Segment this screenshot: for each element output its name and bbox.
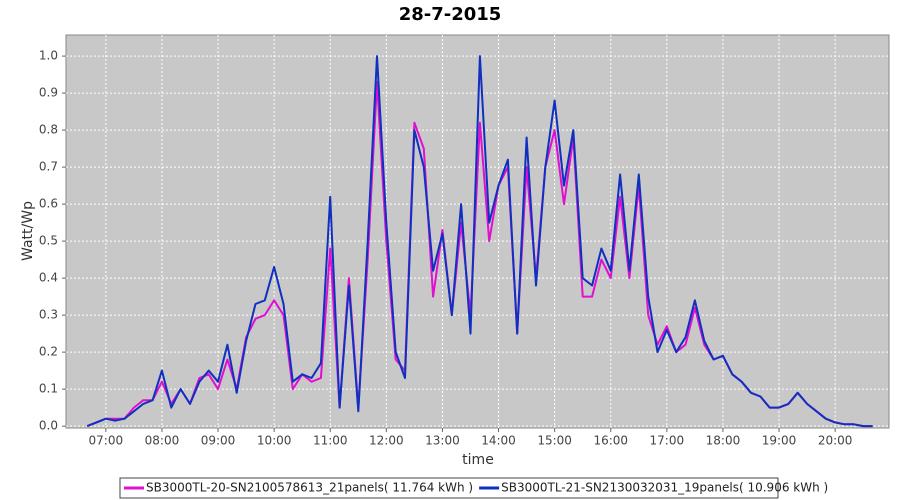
y-tick-label: 0.4 (39, 271, 58, 285)
x-tick-label: 17:00 (650, 434, 685, 448)
legend-label: SB3000TL-20-SN2100578613_21panels( 11.76… (146, 481, 473, 495)
y-tick-label: 1.0 (39, 49, 58, 63)
y-axis-label: Watt/Wp (20, 201, 36, 261)
x-tick-label: 11:00 (313, 434, 348, 448)
y-tick-label: 0.0 (39, 419, 58, 433)
legend (119, 477, 779, 499)
x-tick-label: 16:00 (593, 434, 628, 448)
x-axis-label: time (462, 452, 494, 468)
y-tick-label: 0.6 (39, 197, 58, 211)
x-tick-label: 12:00 (369, 434, 404, 448)
y-tick-label: 0.9 (39, 86, 58, 100)
y-tick-label: 0.3 (39, 308, 58, 322)
x-tick-label: 09:00 (201, 434, 236, 448)
legend-label: SB3000TL-21-SN2130032031_19panels( 10.90… (501, 481, 828, 495)
x-tick-label: 19:00 (762, 434, 797, 448)
chart-title: 28-7-2015 (399, 4, 502, 25)
x-tick-label: 15:00 (537, 434, 572, 448)
y-tick-label: 0.1 (39, 382, 58, 396)
x-tick-label: 10:00 (257, 434, 292, 448)
plot-area (65, 34, 890, 429)
y-tick-label: 0.7 (39, 160, 58, 174)
y-tick-label: 0.8 (39, 123, 58, 137)
x-tick-label: 14:00 (481, 434, 516, 448)
x-tick-label: 08:00 (145, 434, 180, 448)
x-tick-label: 18:00 (706, 434, 741, 448)
y-tick-label: 0.2 (39, 345, 58, 359)
x-tick-label: 07:00 (89, 434, 124, 448)
x-tick-label: 13:00 (425, 434, 460, 448)
series-line (86, 55, 873, 428)
y-tick-label: 0.5 (39, 234, 58, 248)
x-tick-label: 20:00 (818, 434, 853, 448)
